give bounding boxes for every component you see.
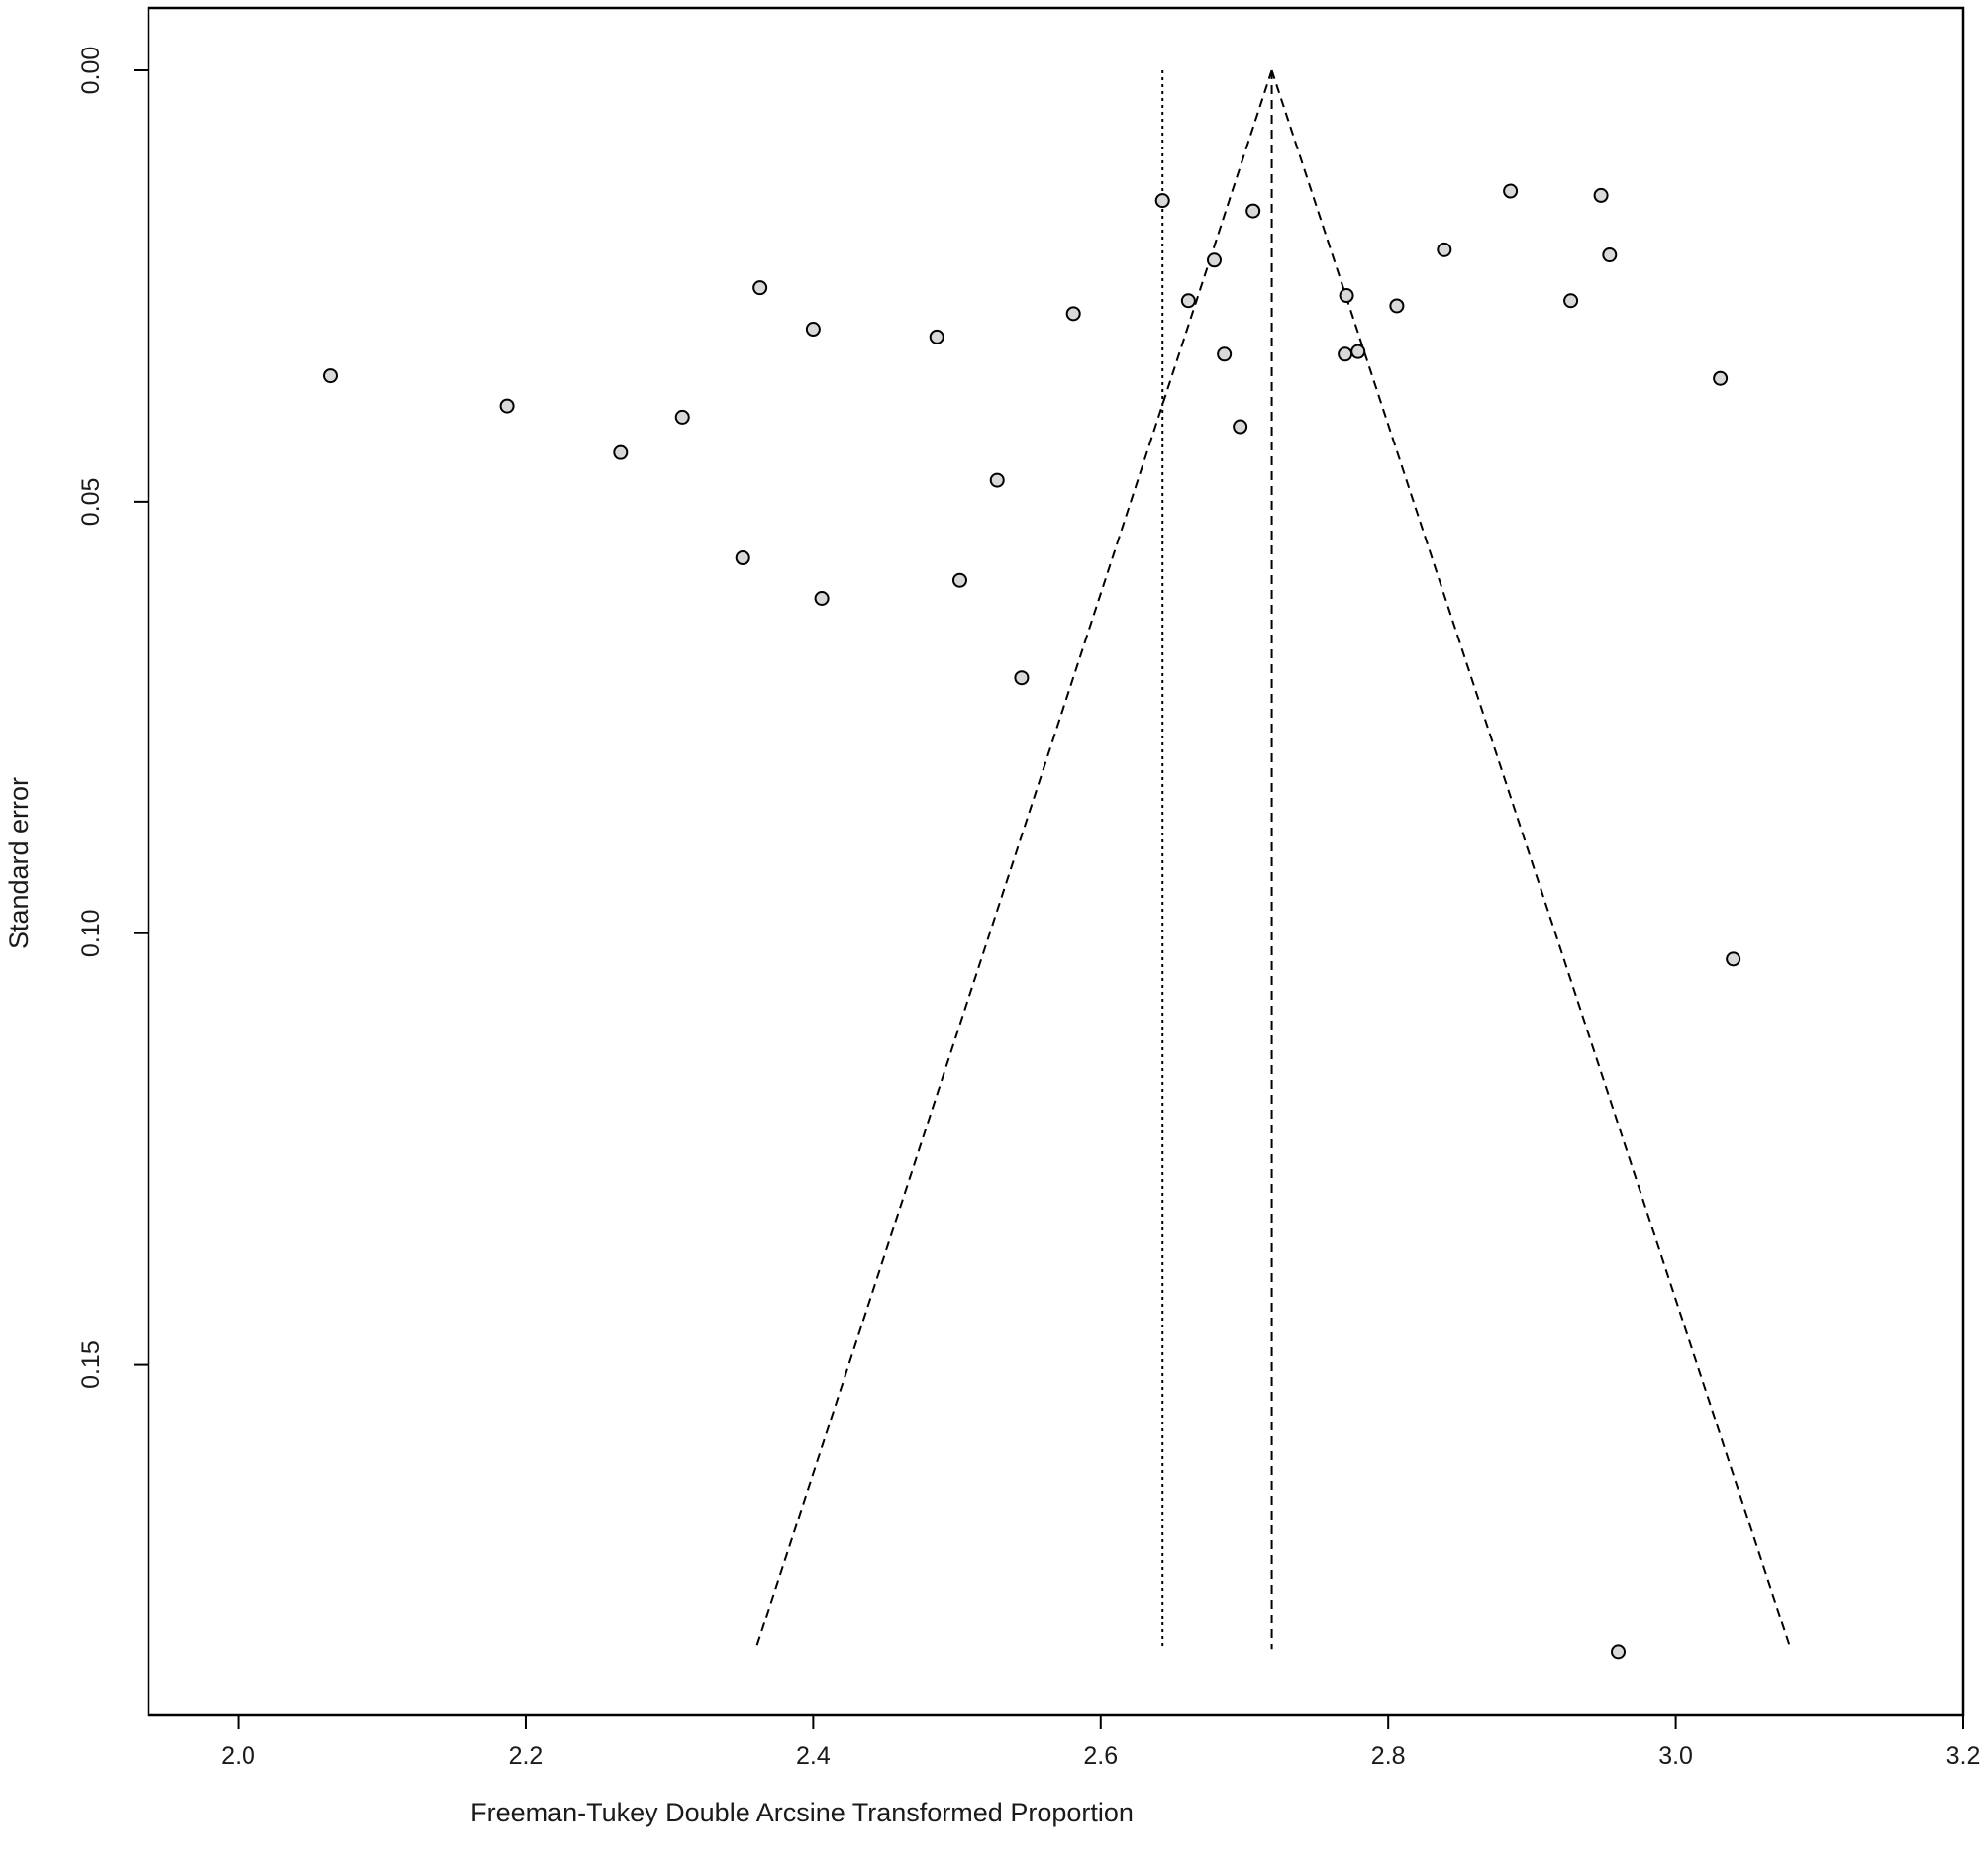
study-point-5 (752, 280, 768, 296)
study-point-29 (1713, 370, 1729, 386)
x-tick-label-1: 2.2 (509, 1742, 544, 1770)
y-tick-label-0: 0.00 (77, 47, 105, 95)
study-point-2 (613, 444, 629, 460)
y-tick-label-3: 0.15 (77, 1340, 105, 1389)
study-point-11 (1014, 670, 1030, 686)
study-point-6 (805, 322, 821, 338)
x-tick-label-3: 2.6 (1083, 1742, 1118, 1770)
study-point-8 (929, 329, 944, 344)
study-point-0 (322, 368, 338, 384)
x-tick-label-2: 2.4 (796, 1742, 831, 1770)
x-tick-label-4: 2.8 (1371, 1742, 1406, 1770)
study-point-16 (1217, 346, 1233, 362)
y-axis-title: Standard error (4, 777, 34, 949)
study-point-26 (1593, 187, 1609, 203)
study-points (322, 183, 1741, 1660)
study-point-1 (499, 398, 515, 414)
study-point-27 (1602, 247, 1618, 263)
study-point-14 (1180, 293, 1196, 309)
study-point-24 (1503, 183, 1519, 199)
y-axis: 0.00 0.05 0.10 0.15 (77, 47, 149, 1389)
study-point-23 (1437, 242, 1452, 257)
x-axis-title: Freeman-Tukey Double Arcsine Transformed… (470, 1798, 1134, 1827)
x-tick-label-0: 2.0 (221, 1742, 255, 1770)
x-axis: 2.0 2.2 2.4 2.6 2.8 3.0 3.2 (221, 1714, 1981, 1770)
x-tick-label-5: 3.0 (1658, 1742, 1693, 1770)
funnel-left-boundary (754, 69, 1273, 1650)
study-point-25 (1563, 293, 1579, 309)
study-point-9 (951, 572, 967, 588)
study-point-15 (1206, 252, 1222, 268)
funnel-right-boundary (1270, 69, 1792, 1650)
study-point-20 (1339, 288, 1354, 304)
study-point-22 (1389, 298, 1405, 314)
study-point-12 (1065, 306, 1081, 322)
y-tick-label-1: 0.05 (77, 478, 105, 527)
study-point-13 (1154, 193, 1170, 209)
study-point-18 (1245, 203, 1261, 219)
study-point-3 (674, 409, 690, 425)
study-point-21 (1350, 344, 1366, 359)
funnel-lines (754, 69, 1792, 1650)
study-point-30 (1726, 951, 1741, 967)
y-tick-label-2: 0.10 (77, 909, 105, 957)
study-point-17 (1233, 419, 1248, 435)
x-tick-label-6: 3.2 (1946, 1742, 1981, 1770)
study-point-7 (814, 590, 830, 606)
study-point-19 (1338, 346, 1353, 362)
plot-frame (147, 6, 1965, 1717)
study-point-4 (735, 550, 750, 566)
study-point-10 (989, 472, 1005, 488)
study-point-28 (1611, 1644, 1627, 1660)
